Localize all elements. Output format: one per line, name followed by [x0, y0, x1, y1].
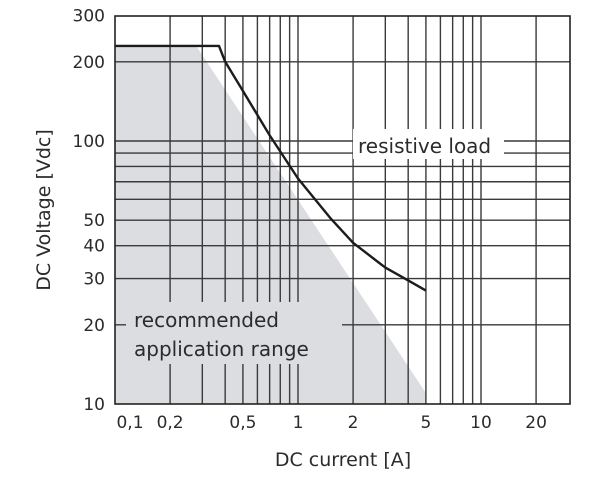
y-tick-label: 50: [83, 211, 105, 231]
x-tick-label: 0,2: [157, 413, 184, 433]
x-tick-labels: 0,1 0,2 0,5 1 2 5 10 20: [116, 413, 546, 433]
x-tick-label: 10: [470, 413, 492, 433]
resistive-load-label-bg: [353, 129, 504, 159]
y-axis-title: DC Voltage [Vdc]: [33, 129, 55, 291]
x-axis-title: DC current [A]: [275, 449, 411, 471]
x-tick-label: 5: [420, 413, 431, 433]
range-label-line1: recommended: [134, 308, 279, 332]
range-label-line2: application range: [134, 337, 309, 361]
range-label-bg: [126, 302, 342, 364]
resistive-load-curve: [115, 44, 427, 292]
y-tick-label: 30: [83, 270, 105, 290]
x-tick-label: 0,1: [116, 413, 143, 433]
x-tick-label: 1: [293, 413, 304, 433]
y-tick-label: 300: [73, 7, 105, 27]
x-tick-label: 0,5: [229, 413, 256, 433]
y-tick-label: 100: [73, 132, 105, 152]
x-tick-label: 20: [525, 413, 547, 433]
label-backgrounds: [126, 129, 504, 364]
resistive-load-label: resistive load: [358, 134, 491, 158]
y-tick-label: 10: [83, 395, 105, 415]
y-tick-labels: 10 20 30 40 50 100 200 300: [73, 7, 105, 415]
y-tick-label: 200: [73, 53, 105, 73]
x-tick-label: 2: [348, 413, 359, 433]
y-tick-label: 20: [83, 316, 105, 336]
plot-frame: [114, 15, 571, 405]
y-tick-label: 40: [83, 237, 105, 257]
curve-path: [115, 44, 427, 292]
